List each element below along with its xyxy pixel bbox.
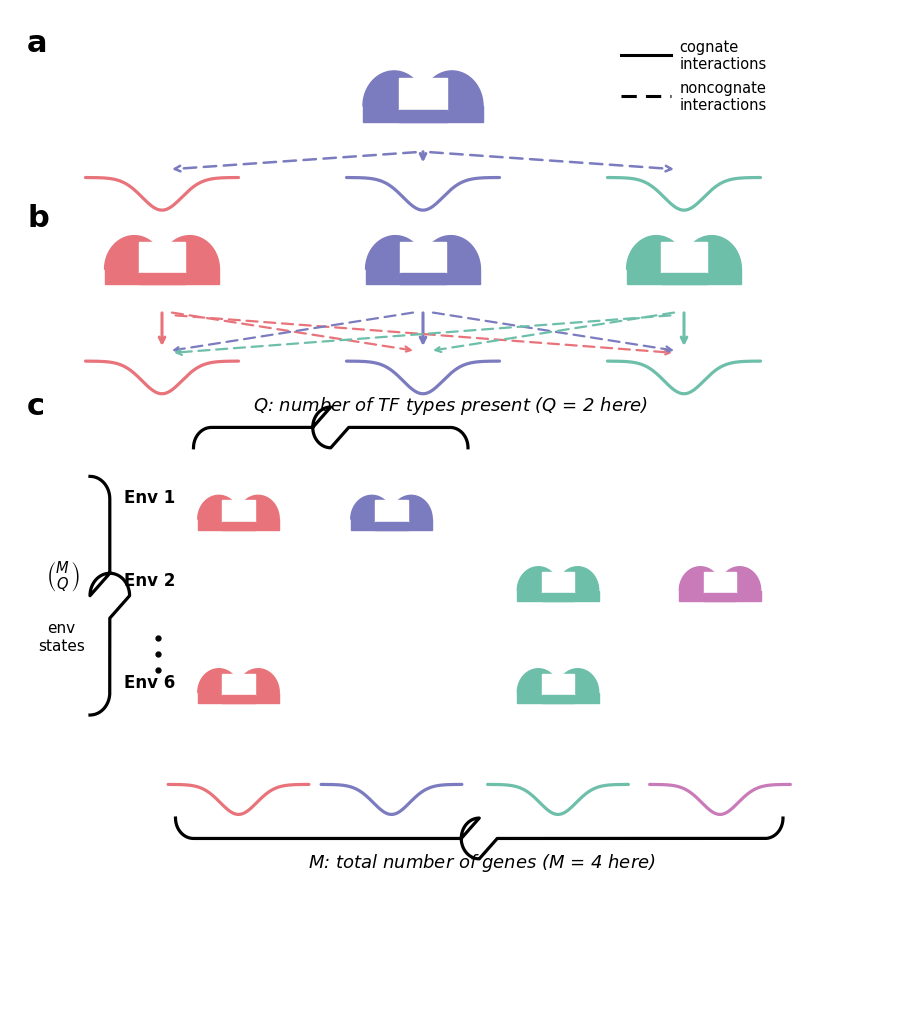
Polygon shape	[542, 593, 574, 602]
Polygon shape	[542, 572, 574, 593]
Polygon shape	[351, 496, 432, 520]
Polygon shape	[198, 693, 279, 704]
Polygon shape	[363, 107, 483, 123]
Text: c: c	[27, 391, 45, 420]
Polygon shape	[680, 591, 760, 602]
Text: env
states: env states	[38, 621, 85, 653]
Polygon shape	[198, 520, 279, 531]
Text: $Q$: number of TF types present ($Q$ = 2 here): $Q$: number of TF types present ($Q$ = 2…	[253, 394, 647, 417]
Polygon shape	[222, 500, 255, 522]
Text: Env 2: Env 2	[124, 572, 176, 590]
Polygon shape	[399, 110, 447, 123]
Text: Env 1: Env 1	[124, 488, 176, 506]
Polygon shape	[542, 674, 574, 695]
Text: b: b	[27, 204, 49, 232]
Polygon shape	[661, 244, 707, 273]
Text: a: a	[27, 29, 48, 57]
Text: $M$: total number of genes ($M$ = 4 here): $M$: total number of genes ($M$ = 4 here…	[308, 851, 655, 873]
Text: cognate
interactions: cognate interactions	[680, 40, 767, 72]
Polygon shape	[104, 236, 220, 270]
Polygon shape	[518, 669, 599, 693]
Text: $\binom{M}{Q}$: $\binom{M}{Q}$	[46, 558, 80, 593]
Polygon shape	[399, 78, 447, 110]
Polygon shape	[139, 244, 185, 273]
Polygon shape	[365, 270, 481, 285]
Polygon shape	[400, 244, 446, 273]
Polygon shape	[704, 572, 736, 593]
Polygon shape	[375, 500, 408, 522]
Polygon shape	[661, 273, 707, 285]
Polygon shape	[704, 593, 736, 602]
Polygon shape	[626, 236, 742, 270]
Polygon shape	[222, 522, 255, 531]
Polygon shape	[400, 273, 446, 285]
Text: noncognate
interactions: noncognate interactions	[680, 81, 767, 113]
Text: Env 6: Env 6	[124, 674, 176, 692]
Polygon shape	[375, 522, 408, 531]
Polygon shape	[222, 674, 255, 695]
Polygon shape	[518, 591, 599, 602]
Polygon shape	[518, 693, 599, 704]
Polygon shape	[542, 695, 574, 704]
Polygon shape	[365, 236, 481, 270]
Polygon shape	[351, 520, 432, 531]
Polygon shape	[222, 695, 255, 704]
Polygon shape	[680, 568, 760, 591]
Polygon shape	[198, 496, 279, 520]
Polygon shape	[139, 273, 185, 285]
Polygon shape	[363, 72, 483, 107]
Polygon shape	[626, 270, 742, 285]
Polygon shape	[518, 568, 599, 591]
Polygon shape	[198, 669, 279, 693]
Polygon shape	[104, 270, 220, 285]
